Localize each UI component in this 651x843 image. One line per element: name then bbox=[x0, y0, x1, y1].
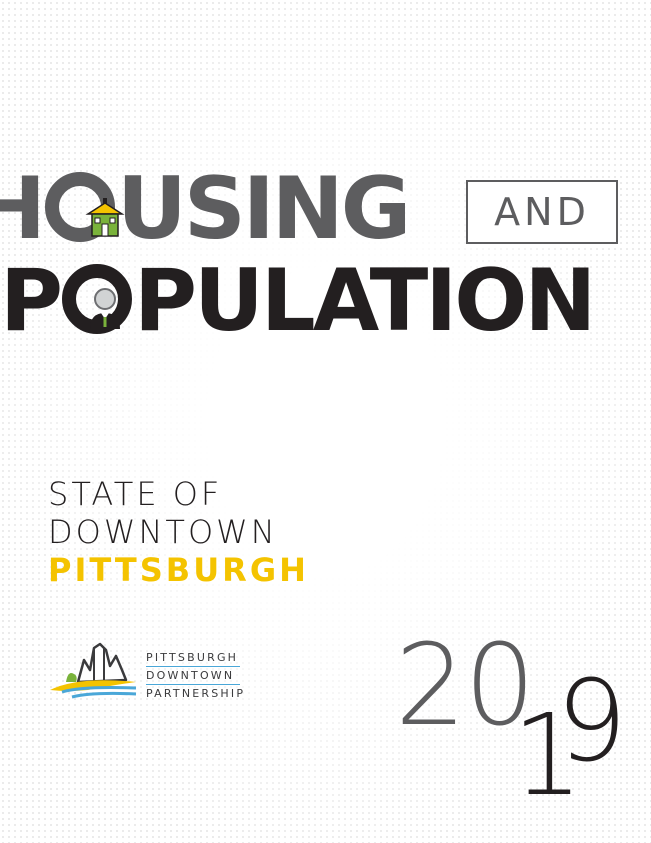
subtitle-line-2: DOWNTOWN bbox=[48, 513, 278, 551]
subtitle-block: STATE OF DOWNTOWN PITTSBURGH bbox=[48, 478, 309, 586]
partner-rule bbox=[146, 665, 240, 667]
house-icon bbox=[84, 198, 126, 247]
year-digit-one: 1 bbox=[512, 691, 584, 821]
and-label: AND bbox=[494, 190, 590, 234]
partner-line-2: DOWNTOWN bbox=[146, 668, 235, 682]
title-population: P PULATION bbox=[0, 258, 596, 344]
partner-rule-2 bbox=[146, 683, 240, 685]
title-housing: H USING bbox=[0, 166, 411, 252]
year-digit-nine: 9 bbox=[556, 657, 628, 787]
year-top-digits: 20 bbox=[395, 621, 536, 751]
and-box: AND bbox=[466, 180, 618, 244]
title-population-first-letter: P bbox=[0, 251, 63, 351]
title-housing-first-letter: H bbox=[0, 159, 46, 259]
partner-line-1: PITTSBURGH bbox=[146, 651, 239, 664]
subtitle-city: PITTSBURGH bbox=[48, 551, 309, 589]
title-population-rest: PULATION bbox=[134, 251, 596, 351]
partner-line-3: PARTNERSHIP bbox=[146, 686, 246, 700]
partner-name: PITTSBURGH DOWNTOWN PARTNERSHIP bbox=[146, 651, 245, 700]
person-icon bbox=[84, 285, 126, 336]
skyline-logo-icon bbox=[48, 640, 142, 707]
title-housing-rest: USING bbox=[116, 159, 411, 259]
subtitle-line-1: STATE OF bbox=[48, 475, 223, 513]
